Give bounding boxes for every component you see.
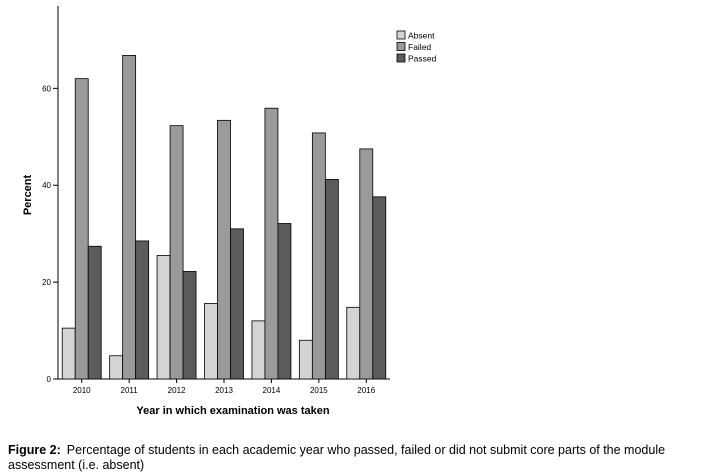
- bar-failed-2015: [311, 132, 326, 380]
- caption-text: Percentage of students in each academic …: [8, 443, 666, 472]
- legend-swatch-passed: [396, 53, 406, 63]
- bar-absent-2012: [156, 255, 171, 380]
- x-tick-label: 2011: [121, 386, 139, 395]
- legend-label-failed: Failed: [408, 42, 431, 52]
- legend-label-absent: Absent: [408, 31, 435, 41]
- x-tick-label: 2012: [168, 386, 186, 395]
- bar-absent-2014: [251, 320, 266, 380]
- caption-label: Figure 2:: [8, 443, 61, 457]
- figure-caption: Figure 2: Percentage of students in each …: [8, 443, 700, 473]
- bar-absent-2013: [204, 303, 218, 380]
- bar-passed-2011: [135, 240, 150, 380]
- y-tick-label: 40: [42, 181, 51, 190]
- x-tick-label: 2010: [73, 386, 91, 395]
- bar-failed-2012: [169, 125, 184, 380]
- x-tick-label: 2014: [263, 386, 281, 395]
- bar-passed-2010: [87, 245, 102, 380]
- bar-absent-2015: [298, 339, 313, 380]
- x-tick-label: 2015: [310, 386, 328, 395]
- bar-failed-2010: [74, 78, 89, 380]
- bar-failed-2014: [264, 107, 279, 380]
- bar-absent-2016: [346, 306, 361, 380]
- y-tick-label: 0: [47, 375, 52, 384]
- legend-label-passed: Passed: [408, 54, 437, 64]
- chart-ticks: 0 20 40 60 2010 2011 2012 2013 2014 2015 2016: [42, 84, 376, 395]
- y-axis-title: Percent: [22, 174, 34, 215]
- x-axis-title: Year in which examination was taken: [136, 405, 329, 417]
- legend-swatch-failed: [396, 42, 406, 51]
- y-tick-label: 60: [42, 84, 51, 93]
- bar-passed-2014: [277, 223, 292, 380]
- bar-failed-2013: [217, 119, 231, 380]
- x-tick-label: 2013: [215, 386, 233, 395]
- grouped-bar-chart: 0 20 40 60 2010 2011 2012 2013 2014 2015 2016 Perc…: [22, 6, 437, 417]
- bar-failed-2011: [122, 55, 137, 380]
- x-tick-label: 2016: [357, 386, 375, 395]
- bar-absent-2011: [109, 355, 124, 380]
- chart-bars: [61, 55, 387, 380]
- bar-absent-2010: [61, 327, 76, 380]
- bar-passed-2015: [324, 179, 339, 380]
- y-tick-label: 20: [42, 278, 51, 287]
- bar-failed-2016: [359, 148, 374, 380]
- bar-passed-2012: [182, 271, 197, 380]
- bar-passed-2013: [230, 228, 244, 380]
- legend-swatch-absent: [396, 30, 406, 40]
- bar-passed-2016: [372, 196, 387, 380]
